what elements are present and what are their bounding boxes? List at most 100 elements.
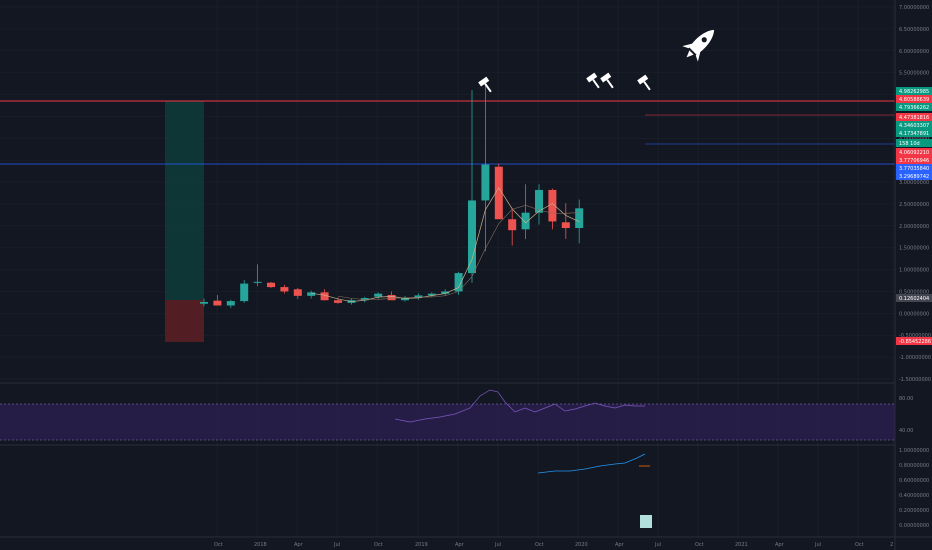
time-axis-label: Apr xyxy=(455,542,465,548)
price-tag-label: 4.47381816 xyxy=(899,115,929,121)
time-axis-label: Apr xyxy=(294,542,304,548)
candle-body[interactable] xyxy=(521,212,530,230)
position-profit-zone[interactable] xyxy=(165,101,204,300)
time-axis-label: Oct xyxy=(695,542,704,548)
price-tag xyxy=(896,103,932,111)
price-tag xyxy=(896,95,932,103)
time-axis-label: Oct xyxy=(535,542,544,548)
price-axis-label: 1.50000000 xyxy=(899,246,929,252)
time-axis-label: Oct xyxy=(214,542,223,548)
candle-body[interactable] xyxy=(575,208,584,229)
candle-body[interactable] xyxy=(454,273,463,292)
candle-body[interactable] xyxy=(334,300,342,303)
volume-bar xyxy=(640,515,652,528)
price-axis-label: 2.50000000 xyxy=(899,202,929,208)
price-axis-label: 7.00000000 xyxy=(899,5,929,11)
indicator-line xyxy=(537,453,646,474)
candle-body[interactable] xyxy=(548,189,557,222)
position-loss-zone[interactable] xyxy=(165,300,204,342)
candle-body[interactable] xyxy=(481,164,490,201)
rocket-icon[interactable] xyxy=(679,22,722,65)
candle-body[interactable] xyxy=(535,189,543,213)
gavel-icon[interactable] xyxy=(586,72,603,91)
price-tag xyxy=(896,87,932,95)
time-axis-label: 2019 xyxy=(415,542,428,548)
price-tags: 4.98262985 4.80588639 4.79366262 4.47381816… xyxy=(896,87,932,345)
candle-body[interactable] xyxy=(561,222,570,229)
time-axis-label: Jul xyxy=(333,542,340,548)
price-tag xyxy=(896,113,932,121)
candlestick-series xyxy=(200,81,584,309)
price-tag xyxy=(896,164,932,172)
time-axis-label: Apr xyxy=(615,542,625,548)
price-tag-label: -0.85452286 xyxy=(899,339,931,345)
candle-body[interactable] xyxy=(401,298,409,301)
price-tag xyxy=(896,156,932,164)
rsi-axis-label: 80.00 xyxy=(899,396,913,402)
price-tag xyxy=(896,148,932,156)
price-tag-label: 4.34603307 xyxy=(899,123,929,129)
price-tag xyxy=(896,294,932,302)
candle-body[interactable] xyxy=(320,292,329,301)
price-axis-label: 5.50000000 xyxy=(899,71,929,77)
price-axis-label: 6.00000000 xyxy=(899,49,929,55)
price-tag xyxy=(896,121,932,129)
candle-body[interactable] xyxy=(226,301,235,306)
price-axis-label: 0.50000000 xyxy=(899,289,929,295)
candle-body[interactable] xyxy=(360,298,369,301)
candle-body[interactable] xyxy=(508,219,517,231)
candle-body[interactable] xyxy=(374,293,383,297)
price-axis-label: -0.50000000 xyxy=(899,333,931,339)
time-axis-label: 2020 xyxy=(575,542,588,548)
indicator-axis-label: 1.00000000 xyxy=(899,448,929,454)
candle-body[interactable] xyxy=(414,295,423,299)
candle-body[interactable] xyxy=(307,292,316,296)
candle-body[interactable] xyxy=(213,300,222,306)
indicator-axis-label: 0.00000000 xyxy=(899,523,929,529)
price-tag xyxy=(896,337,932,345)
time-axis-label: 2018 xyxy=(254,542,267,548)
price-axis-label: 6.50000000 xyxy=(899,27,929,33)
price-tag-label: 3.29689742 xyxy=(899,174,929,180)
candle-body[interactable] xyxy=(387,294,396,301)
rsi-axis-label: 40.00 xyxy=(899,428,913,434)
moving-average-line xyxy=(311,187,580,302)
candle-body[interactable] xyxy=(253,281,262,283)
time-axis-label: 2021 xyxy=(735,542,748,548)
price-tag xyxy=(896,139,932,147)
gavel-icon[interactable] xyxy=(637,74,654,93)
candle-body[interactable] xyxy=(494,166,503,220)
candle-body[interactable] xyxy=(240,283,249,302)
time-axis[interactable]: Oct 2018 Apr Jul Oct 2019 Apr Jul Oct 2020 Apr Jul O… xyxy=(214,542,893,548)
price-tag-label: 4.80588639 xyxy=(899,97,929,103)
indicator-axis: 1.00000000 0.80000000 0.60000000 0.40000000… xyxy=(899,448,929,529)
gavel-icon[interactable] xyxy=(600,72,617,91)
price-tag-label: 0.12602404 xyxy=(899,296,929,302)
candle-body[interactable] xyxy=(427,293,436,296)
price-tag-label: 4.17347891 xyxy=(899,131,929,137)
moving-average-line-2 xyxy=(337,204,580,300)
price-axis-label: -1.50000000 xyxy=(899,377,931,383)
candle-body[interactable] xyxy=(468,200,476,274)
candle-body[interactable] xyxy=(200,301,208,304)
price-tag-label: 4.79366262 xyxy=(899,105,929,111)
candle-body[interactable] xyxy=(441,291,450,294)
time-axis-label: 2 xyxy=(890,542,893,548)
gavel-icon[interactable] xyxy=(478,76,495,95)
price-axis-label: -1.00000000 xyxy=(899,355,931,361)
price-tag-label: 158 10d xyxy=(899,141,920,147)
price-tag xyxy=(896,172,932,180)
rsi-line xyxy=(394,389,645,423)
indicator-axis-label: 0.40000000 xyxy=(899,493,929,499)
candle-body[interactable] xyxy=(267,282,275,288)
price-axis-label: 0.00000000 xyxy=(899,311,929,317)
chart-grid xyxy=(0,0,895,537)
candle-body[interactable] xyxy=(293,289,302,296)
candle-body[interactable] xyxy=(280,287,289,292)
rsi-axis: 80.00 40.00 xyxy=(899,396,913,434)
indicator-axis-label: 0.80000000 xyxy=(899,463,929,469)
indicator-axis-label: 0.20000000 xyxy=(899,508,929,514)
price-tag-label: 4.98262985 xyxy=(899,89,929,95)
